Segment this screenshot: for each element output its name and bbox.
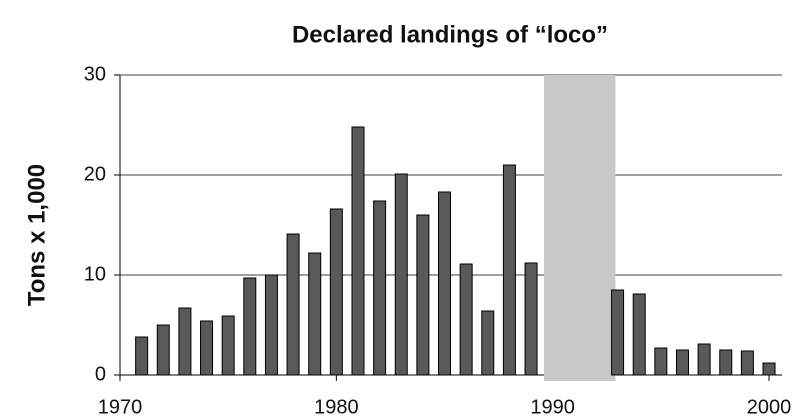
bar xyxy=(308,252,322,376)
bar xyxy=(329,208,343,376)
chart-title: Declared landings of “loco” xyxy=(292,21,608,48)
bar xyxy=(697,343,711,376)
bar xyxy=(178,307,192,376)
x-tick-label: 1990 xyxy=(530,396,575,418)
bar xyxy=(264,274,278,376)
bar xyxy=(351,126,365,376)
y-tick-label: 10 xyxy=(84,263,106,285)
bar xyxy=(286,233,300,376)
y-tick-label: 30 xyxy=(84,63,106,85)
bar xyxy=(438,191,452,376)
bar xyxy=(740,350,754,376)
bar xyxy=(654,347,668,376)
bar xyxy=(524,262,538,376)
bar xyxy=(719,349,733,376)
x-tick-label: 1970 xyxy=(98,396,143,418)
bar xyxy=(200,320,214,376)
bar xyxy=(632,293,646,376)
bar xyxy=(156,324,170,376)
bar xyxy=(221,315,235,376)
y-axis-label: Tons x 1,000 xyxy=(23,164,50,306)
bar xyxy=(373,200,387,376)
y-tick-label: 20 xyxy=(84,163,106,185)
bar xyxy=(502,164,516,376)
x-tick-label: 1980 xyxy=(314,396,359,418)
bar xyxy=(762,362,776,376)
y-tick-label: 0 xyxy=(95,363,106,385)
bar xyxy=(481,310,495,376)
x-tick-label: 2000 xyxy=(747,396,792,418)
bar xyxy=(675,349,689,376)
bar xyxy=(459,263,473,376)
bar xyxy=(394,173,408,376)
bar xyxy=(416,214,430,376)
bar xyxy=(611,289,625,376)
bar xyxy=(243,277,257,376)
bar xyxy=(135,336,149,376)
shaded-region xyxy=(544,75,616,381)
